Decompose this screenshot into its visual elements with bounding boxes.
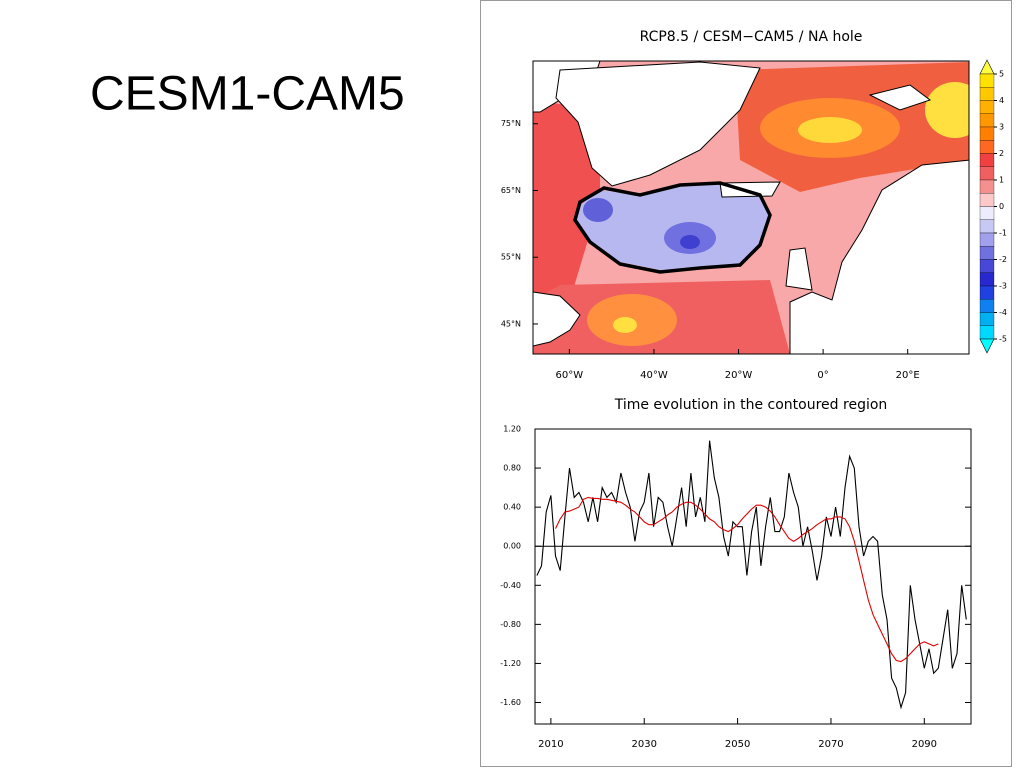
y-tick-label: 0.00 [503, 542, 521, 551]
map-field [533, 61, 969, 354]
colorbar-label: 5 [999, 70, 1004, 79]
y-tick-label: 75°N [501, 119, 521, 128]
colorbar-swatch [979, 73, 995, 88]
colorbar-swatch [979, 232, 995, 247]
x-tick-label: 0° [817, 370, 828, 381]
colorbar-swatch [979, 299, 995, 313]
colorbar-triangle [979, 338, 995, 354]
colorbar-label: -5 [999, 335, 1007, 344]
colorbar-swatch [979, 166, 995, 181]
colorbar-swatch [979, 126, 995, 141]
colorbar-label: 1 [999, 176, 1004, 185]
y-tick-label: 45°N [501, 319, 521, 328]
x-tick-label: 2010 [538, 739, 563, 750]
x-tick-label: 40°W [640, 370, 668, 381]
x-tick-label: 60°W [556, 370, 584, 381]
line-title: Time evolution in the contoured region [614, 397, 888, 413]
y-tick-label: 65°N [501, 186, 521, 195]
colorbar-swatch [979, 113, 995, 128]
colorbar-swatch [979, 219, 995, 234]
plot-frame [534, 428, 972, 725]
colorbar-swatch [979, 312, 995, 326]
colorbar-swatch [979, 246, 995, 260]
colorbar-swatch [979, 140, 995, 154]
y-tick-label: -1.20 [500, 659, 521, 668]
colorbar-swatch [979, 193, 995, 207]
y-tick-label: -1.60 [500, 698, 521, 707]
colorbar-label: -2 [999, 255, 1007, 264]
x-tick-label: 2070 [818, 739, 843, 750]
colorbar-label: -4 [999, 308, 1007, 317]
y-tick-label: -0.40 [500, 581, 521, 590]
colorbar-label: 2 [999, 149, 1004, 158]
y-tick-label: 0.80 [503, 464, 521, 473]
series-line [536, 440, 967, 710]
colorbar-swatch [979, 259, 995, 273]
colorbar-label: -1 [999, 229, 1007, 238]
y-tick-label: -0.80 [500, 620, 521, 629]
colorbar-label: 4 [999, 96, 1004, 105]
map-title: RCP8.5 / CESM−CAM5 / NA hole [640, 29, 863, 45]
colorbar-swatch [979, 285, 995, 300]
series-line [555, 496, 939, 663]
colorbar-swatch [979, 100, 995, 114]
slide-title: CESM1-CAM5 [90, 68, 405, 121]
x-tick-label: 2090 [912, 739, 937, 750]
colorbar-label: 0 [999, 202, 1004, 211]
colorbar-swatch [979, 87, 995, 101]
colorbar-label: 3 [999, 123, 1004, 132]
map-frame [532, 60, 970, 355]
x-tick-label: 20°E [896, 370, 920, 381]
x-tick-label: 2050 [725, 739, 750, 750]
y-tick-label: 55°N [501, 253, 521, 262]
colorbar-swatch [979, 179, 995, 194]
colorbar-swatch [979, 206, 995, 220]
y-tick-label: 1.20 [503, 425, 521, 434]
x-tick-label: 20°W [725, 370, 753, 381]
colorbar-swatch [979, 153, 995, 167]
colorbar-label: -3 [999, 282, 1007, 291]
colorbar-swatch [979, 272, 995, 287]
x-tick-label: 2030 [632, 739, 657, 750]
colorbar-swatch [979, 325, 995, 340]
y-tick-label: 0.40 [503, 503, 521, 512]
